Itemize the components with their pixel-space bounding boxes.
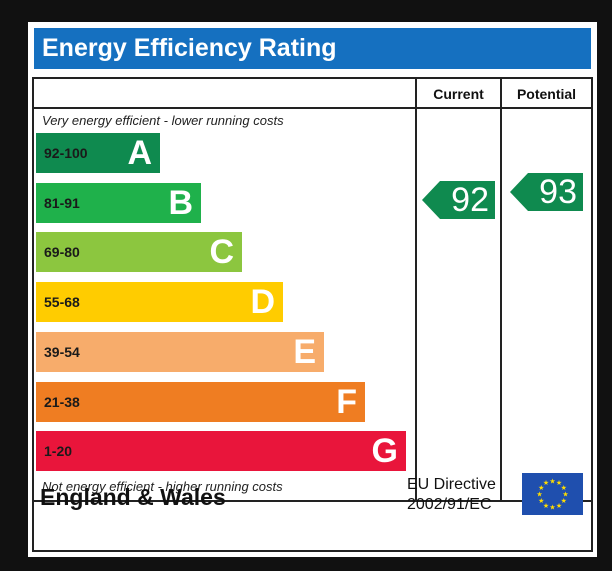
eu-star: ★	[549, 504, 555, 512]
potential-rating-value: 93	[539, 173, 577, 211]
band-letter: D	[250, 283, 275, 322]
band-letter: F	[336, 382, 357, 421]
band-letter: A	[127, 134, 152, 172]
band-range-label: 69-80	[44, 244, 80, 261]
epc-card: Energy Efficiency Rating Current Potenti…	[28, 22, 597, 557]
top-note: Very energy efficient - lower running co…	[42, 113, 284, 128]
eu-stars-icon: ★ ★★★★★★★★★★★	[536, 478, 568, 512]
rating-band-f: 21-38 F	[36, 381, 365, 422]
eu-star: ★	[549, 478, 555, 486]
rating-band-e: 39-54 E	[36, 331, 324, 372]
eu-star: ★	[561, 497, 567, 505]
eu-star: ★	[556, 479, 562, 487]
band-range-label: 55-68	[44, 294, 80, 311]
eu-directive: EU Directive 2002/91/EC	[407, 475, 496, 515]
band-letter: C	[209, 233, 234, 272]
rating-band-d: 55-68 D	[36, 282, 283, 323]
bottom-note: Not energy efficient - higher running co…	[42, 479, 283, 494]
band-range-label: 21-38	[44, 393, 80, 410]
footer-divider	[34, 500, 591, 502]
potential-column-header: Potential	[516, 86, 577, 102]
current-arrow-shape	[422, 181, 495, 219]
eu-directive-line1: EU Directive	[407, 476, 496, 493]
chart-title: Energy Efficiency Rating	[34, 28, 591, 69]
band-range-label: 39-54	[44, 343, 80, 360]
eu-flag-icon: ★ ★ ★ ★ ★ ★ ★ ★ ★ ★ ★ ★	[522, 473, 583, 515]
current-column-header: Current	[433, 86, 484, 102]
band-letter: E	[293, 332, 316, 371]
rating-band-a: 92-100 A	[36, 133, 160, 173]
potential-arrow-shape	[510, 173, 583, 211]
header-divider	[34, 107, 591, 109]
rating-band-b: 81-91 B	[36, 182, 201, 223]
band-letter: B	[168, 183, 193, 222]
eu-star: ★	[543, 479, 549, 487]
potential-column-divider	[500, 79, 502, 502]
rating-band-c: 69-80 C	[36, 232, 242, 273]
current-rating-value: 92	[451, 181, 489, 219]
eu-star: ★	[562, 491, 568, 499]
rating-band-g: 1-20 G	[36, 431, 406, 472]
eu-star: ★	[556, 502, 562, 510]
region-label: England & Wales	[40, 484, 226, 510]
eu-star: ★	[538, 497, 544, 505]
eu-star: ★	[538, 484, 544, 492]
band-letter: G	[371, 432, 398, 471]
current-column-divider	[415, 79, 417, 502]
eu-star: ★	[536, 491, 542, 499]
eu-star: ★	[543, 502, 549, 510]
eu-directive-line2: 2002/91/EC	[407, 496, 492, 513]
potential-rating-arrow: 93	[510, 173, 583, 211]
eu-star: ★	[561, 484, 567, 492]
current-rating-arrow: 92	[422, 181, 495, 219]
band-range-label: 81-91	[44, 194, 80, 211]
band-range-label: 1-20	[44, 443, 73, 460]
band-range-label: 92-100	[44, 145, 88, 161]
rating-frame: Current Potential Very energy efficient …	[32, 77, 593, 552]
